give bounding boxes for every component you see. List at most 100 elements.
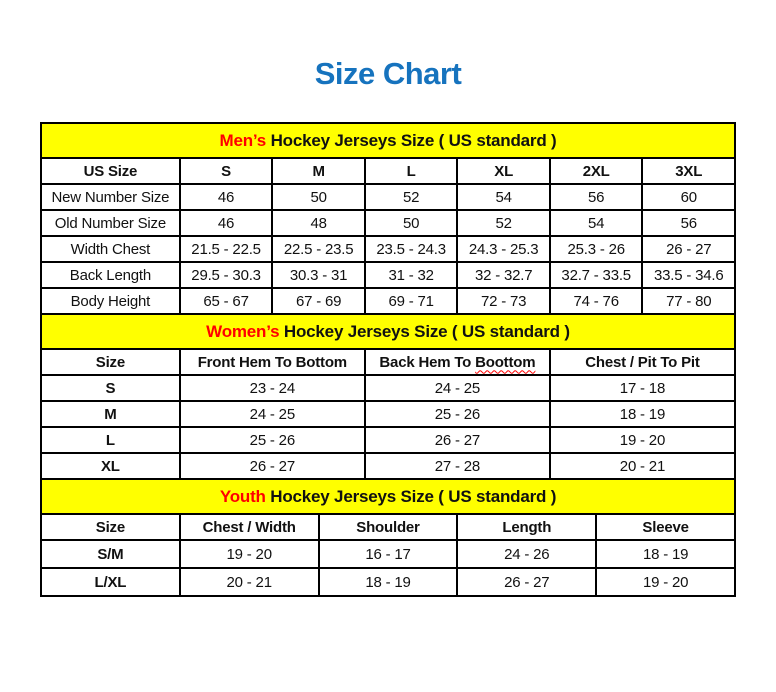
value-cell: 20 - 21 xyxy=(178,567,320,597)
value-cell: 52 xyxy=(363,183,459,211)
column-header-label: L xyxy=(406,162,416,180)
column-header-cell: Shoulder xyxy=(317,513,459,541)
page: Size Chart Men’s Hockey Jerseys Size ( U… xyxy=(40,56,737,597)
value-cell: 50 xyxy=(363,209,459,237)
table-row: Old Number Size 46 48 50 52 54 56 xyxy=(40,209,736,237)
misspelled-word: Boottom xyxy=(475,353,536,371)
column-header-cell: L xyxy=(363,157,459,185)
row-label-cell: Back Length xyxy=(40,261,181,289)
value-cell: 56 xyxy=(548,183,644,211)
section-heading-highlight: Men’s xyxy=(219,130,267,150)
row-label-cell: L/XL xyxy=(40,567,181,597)
column-header-cell: Front Hem To Bottom xyxy=(178,348,366,376)
value-cell: 30.3 - 31 xyxy=(271,261,366,289)
value-cell: 65 - 67 xyxy=(178,287,274,315)
value-cell: 18 - 19 xyxy=(548,400,737,428)
table-row: Body Height 65 - 67 67 - 69 69 - 71 72 - 73 7… xyxy=(40,287,736,315)
table-row: S 23 - 24 24 - 25 17 - 18 xyxy=(40,374,737,402)
value-cell: 23.5 - 24.3 xyxy=(363,235,459,263)
column-header-cell: US Size xyxy=(40,157,181,185)
row-label-cell: S xyxy=(40,374,181,402)
value-cell: 32.7 - 33.5 xyxy=(548,261,644,289)
column-header-label: Shoulder xyxy=(356,518,420,536)
value-cell: 67 - 69 xyxy=(271,287,366,315)
column-header-label: Length xyxy=(502,518,552,536)
column-header-label: Back Hem To xyxy=(379,353,476,371)
column-header-row: US Size S M L XL 2XL 3XL xyxy=(40,157,736,185)
value-cell: 26 - 27 xyxy=(456,567,598,597)
column-header-cell: Length xyxy=(456,513,598,541)
column-header-label: Chest / Pit To Pit xyxy=(585,353,700,371)
table-row: Width Chest 21.5 - 22.5 22.5 - 23.5 23.5 - … xyxy=(40,235,736,263)
section-heading-text: Hockey Jerseys Size ( US standard ) xyxy=(279,321,570,341)
mens-table: Men’s Hockey Jerseys Size ( US standard … xyxy=(40,122,736,315)
value-cell: 52 xyxy=(456,209,551,237)
column-header-label: Size xyxy=(95,518,125,536)
section-mens: Men’s Hockey Jerseys Size ( US standard … xyxy=(40,122,736,315)
column-header-cell: Chest / Width xyxy=(178,513,320,541)
section-heading-band: Women’s Hockey Jerseys Size ( US standar… xyxy=(40,313,736,350)
column-header-label: 2XL xyxy=(582,162,610,180)
section-heading-highlight: Women’s xyxy=(206,321,280,341)
section-heading-band: Men’s Hockey Jerseys Size ( US standard … xyxy=(40,122,736,159)
column-header-label: Chest / Width xyxy=(202,518,296,536)
value-cell: 32 - 32.7 xyxy=(456,261,551,289)
value-cell: 33.5 - 34.6 xyxy=(641,261,736,289)
value-cell: 20 - 21 xyxy=(548,452,737,480)
column-header-cell: XL xyxy=(456,157,551,185)
section-heading-band: Youth Hockey Jerseys Size ( US standard … xyxy=(40,478,736,515)
column-header-label: XL xyxy=(494,162,514,180)
section-heading-text: Hockey Jerseys Size ( US standard ) xyxy=(265,486,557,506)
column-header-cell: Chest / Pit To Pit xyxy=(548,348,737,376)
row-label-cell: XL xyxy=(40,452,181,480)
table-row: L 25 - 26 26 - 27 19 - 20 xyxy=(40,426,737,454)
column-header-label: Sleeve xyxy=(642,518,689,536)
value-cell: 25 - 26 xyxy=(363,400,551,428)
column-header-row: Size Front Hem To Bottom Back Hem To Boott… xyxy=(40,348,737,376)
value-cell: 27 - 28 xyxy=(363,452,551,480)
column-header-cell: Size xyxy=(40,513,181,541)
row-label-cell: M xyxy=(40,400,181,428)
column-header-cell: M xyxy=(271,157,366,185)
value-cell: 46 xyxy=(178,183,274,211)
value-cell: 24 - 25 xyxy=(363,374,551,402)
row-label-cell: Body Height xyxy=(40,287,181,315)
section-womens: Women’s Hockey Jerseys Size ( US standar… xyxy=(40,313,737,480)
value-cell: 50 xyxy=(271,183,366,211)
value-cell: 26 - 27 xyxy=(178,452,366,480)
value-cell: 77 - 80 xyxy=(641,287,736,315)
column-header-label: M xyxy=(312,162,325,180)
youth-table: Youth Hockey Jerseys Size ( US standard … xyxy=(40,478,736,597)
column-header-label: Front Hem To Bottom xyxy=(197,353,347,371)
value-cell: 24.3 - 25.3 xyxy=(456,235,551,263)
table-row: M 24 - 25 25 - 26 18 - 19 xyxy=(40,400,737,428)
value-cell: 22.5 - 23.5 xyxy=(271,235,366,263)
value-cell: 60 xyxy=(641,183,736,211)
column-header-cell: S xyxy=(178,157,274,185)
page-title: Size Chart xyxy=(314,56,462,91)
column-header-cell: Size xyxy=(40,348,181,376)
value-cell: 19 - 20 xyxy=(595,567,736,597)
table-row: L/XL 20 - 21 18 - 19 26 - 27 19 - 20 xyxy=(40,567,736,597)
row-label-cell: Width Chest xyxy=(40,235,181,263)
value-cell: 26 - 27 xyxy=(363,426,551,454)
column-header-label: US Size xyxy=(83,162,138,180)
value-cell: 29.5 - 30.3 xyxy=(178,261,274,289)
value-cell: 25 - 26 xyxy=(178,426,366,454)
column-header-label: S xyxy=(221,162,231,180)
value-cell: 21.5 - 22.5 xyxy=(178,235,274,263)
size-chart: Men’s Hockey Jerseys Size ( US standard … xyxy=(40,122,737,597)
column-header-cell: Sleeve xyxy=(595,513,736,541)
value-cell: 23 - 24 xyxy=(178,374,366,402)
value-cell: 16 - 17 xyxy=(317,539,459,569)
section-youth: Youth Hockey Jerseys Size ( US standard … xyxy=(40,478,736,597)
value-cell: 26 - 27 xyxy=(641,235,736,263)
value-cell: 74 - 76 xyxy=(548,287,644,315)
row-label-cell: New Number Size xyxy=(40,183,181,211)
value-cell: 24 - 26 xyxy=(456,539,598,569)
table-row: XL 26 - 27 27 - 28 20 - 21 xyxy=(40,452,737,480)
value-cell: 54 xyxy=(456,183,551,211)
value-cell: 46 xyxy=(178,209,274,237)
value-cell: 18 - 19 xyxy=(595,539,736,569)
row-label-cell: Old Number Size xyxy=(40,209,181,237)
